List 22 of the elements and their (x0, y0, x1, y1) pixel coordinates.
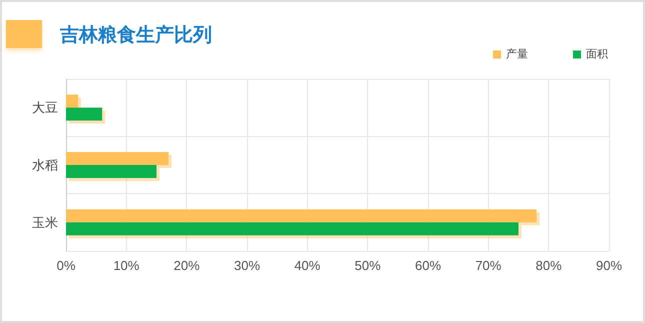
bar (66, 222, 518, 236)
y-tick-label: 玉米 (32, 214, 58, 230)
x-tick-label: 10% (113, 258, 140, 273)
chart-title: 吉林粮食生产比列 (60, 23, 212, 48)
x-tick-label: 70% (475, 258, 502, 273)
x-tick-label: 30% (234, 258, 260, 273)
x-tick-label: 60% (414, 258, 442, 273)
y-tick-label: 大豆 (32, 100, 58, 116)
x-tick-label: 80% (536, 258, 562, 273)
x-tick-label: 40% (294, 258, 321, 273)
y-tick-label: 水稻 (32, 158, 58, 172)
x-tick-label: 90% (596, 258, 622, 273)
bar (66, 152, 169, 165)
bar (66, 108, 102, 121)
x-tick-label: 50% (354, 258, 382, 273)
legend-label: 面积 (586, 48, 608, 60)
x-tick-label: 0% (56, 258, 76, 273)
bar (66, 165, 156, 178)
legend-label: 产量 (506, 48, 528, 60)
bar (66, 209, 537, 222)
bar (66, 94, 78, 108)
x-tick-label: 20% (174, 258, 200, 273)
